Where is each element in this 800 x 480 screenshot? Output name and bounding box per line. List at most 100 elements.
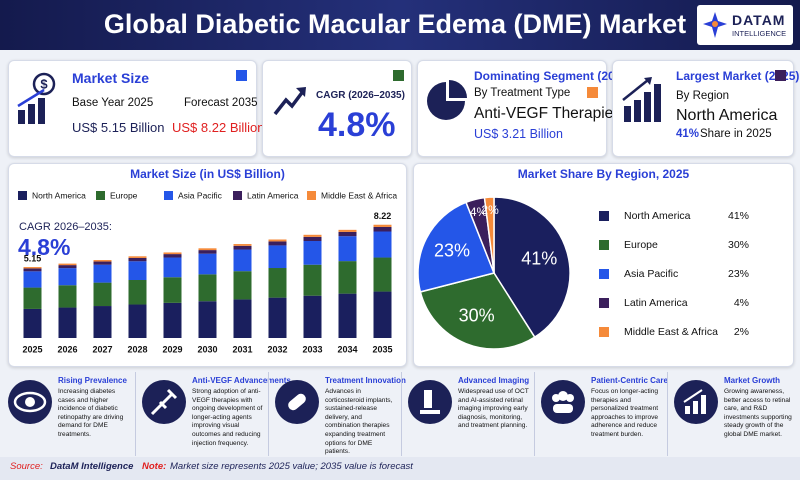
driver-text: Increasing diabetes cases and higher inc… [58, 388, 124, 438]
bar-segment [23, 267, 42, 269]
driver: Market Growth Growing awareness, better a… [667, 372, 799, 456]
x-tick-label: 2030 [197, 344, 217, 354]
x-tick-label: 2031 [232, 344, 252, 354]
pie-slice [419, 272, 536, 350]
x-tick-label: 2026 [57, 344, 77, 354]
driver-title: Patient-Centric Care [591, 376, 668, 385]
legend-label: North America [624, 210, 691, 222]
bar-segment [268, 239, 287, 242]
driver-text: Widespread use of OCT and AI-assisted re… [458, 388, 529, 430]
bar-segment [268, 241, 287, 246]
total-label: 8.22 [374, 211, 392, 221]
kpi-value: US$ 3.21 Billion [474, 127, 563, 141]
driver: Rising Prevalence Increasing diabetes cas… [2, 372, 133, 456]
kpi-value: US$ 8.22 Billion [172, 120, 265, 135]
svg-text:$: $ [40, 76, 48, 91]
bar-segment [93, 282, 112, 307]
legend-marker [599, 327, 609, 337]
x-tick-label: 2033 [302, 344, 322, 354]
note-label: Note: [142, 461, 167, 472]
driver: Anti-VEGF Advancements Strong adoption of… [135, 372, 291, 456]
kpi-marker [393, 70, 404, 81]
bar-chart: Market Size (in US$ Billion) North Americ… [8, 163, 407, 367]
bar-segment [233, 244, 252, 246]
driver-text: Strong adoption of anti-VEGF therapies w… [192, 388, 263, 447]
slice-label: 41% [521, 249, 557, 269]
driver-title: Rising Prevalence [58, 376, 127, 385]
legend-marker [599, 211, 609, 221]
bar-segment [93, 261, 112, 265]
legend-label: Europe [624, 239, 658, 251]
bar-segment [128, 279, 147, 305]
legend-label: Middle East & Africa [321, 190, 397, 200]
driver: Patient-Centric Care Focus on longer-acti… [534, 372, 668, 456]
driver-glyph [13, 391, 47, 413]
kpi-card [262, 60, 412, 157]
bar-segment [163, 302, 182, 338]
legend-marker [18, 191, 27, 200]
bar-segment [198, 274, 217, 302]
bar-segment [58, 268, 77, 286]
kpi-value: 4.8% [318, 106, 396, 144]
pie-slice [417, 201, 496, 293]
legend-label: Europe [110, 190, 138, 200]
logo: DATAM INTELLIGENCE [697, 5, 793, 45]
x-tick-label: 2032 [267, 344, 287, 354]
source-label: Source: [10, 461, 43, 472]
x-tick-label: 2027 [92, 344, 112, 354]
kpi-marker [587, 87, 598, 98]
bar-segment [268, 297, 287, 338]
bar-segment [373, 257, 392, 292]
driver-text: Focus on longer-acting therapies and per… [591, 388, 659, 438]
kpi-subtitle: By Treatment Type [474, 87, 571, 99]
kpi-icon: $ [17, 72, 56, 124]
kpi-value: 41% [676, 128, 700, 140]
bar-segment [233, 299, 252, 338]
driver-icon [541, 380, 585, 424]
logo-subtext: INTELLIGENCE [732, 29, 787, 38]
bar-segment [163, 277, 182, 303]
kpi-label: Base Year 2025 [72, 97, 154, 109]
header [0, 0, 800, 50]
bar-segment [58, 307, 77, 338]
bar-segment [198, 253, 217, 275]
legend-value: 30% [728, 239, 749, 251]
kpi-marker [775, 70, 786, 81]
bar-segment [373, 226, 392, 232]
kpi-icon [622, 77, 661, 122]
bar-segment [93, 264, 112, 283]
bar-segment [163, 257, 182, 278]
driver-glyph [150, 388, 178, 416]
bar-segment [128, 304, 147, 338]
legend-label: Asia Pacific [624, 268, 678, 280]
total-label: 5.15 [24, 253, 42, 263]
kpi-subtitle: By Region [676, 90, 730, 102]
driver-icon [275, 380, 319, 424]
footer [0, 457, 800, 480]
bar-segment [23, 271, 42, 288]
bar-segment [373, 231, 392, 258]
chart-title: Market Size (in US$ Billion) [130, 167, 285, 181]
bar-segment [23, 268, 42, 272]
driver-glyph [288, 393, 306, 411]
driver-icon [142, 380, 186, 424]
legend-value: 23% [728, 268, 749, 280]
bar-segment [58, 285, 77, 308]
bar-segment [93, 306, 112, 338]
bar-segment [338, 293, 357, 338]
kpi-icon [273, 87, 306, 116]
bar-segment [373, 291, 392, 338]
driver-glyph [420, 390, 440, 414]
bar-segment [198, 248, 217, 251]
kpi-icon [427, 80, 467, 120]
legend-value: 2% [734, 326, 749, 338]
bar-segment [58, 265, 77, 269]
driver-title: Advanced Imaging [458, 376, 530, 385]
bar-segment [338, 229, 357, 232]
legend-marker [307, 191, 316, 200]
logo-text: DATAM [732, 12, 786, 28]
legend-label: Middle East & Africa [624, 326, 718, 338]
driver-text: Advances in corticosteroid implants, sus… [325, 388, 393, 456]
legend-marker [599, 269, 609, 279]
legend-label: Asia Pacific [178, 190, 223, 200]
